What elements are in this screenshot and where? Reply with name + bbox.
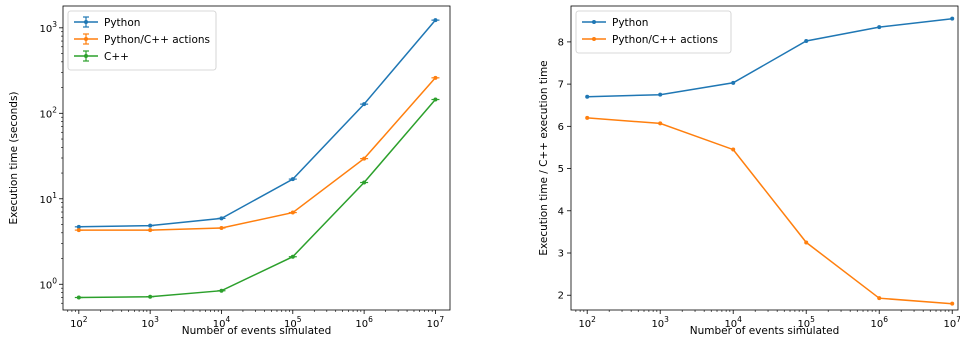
data-point: [433, 18, 438, 23]
y-tick-label: 3: [558, 249, 564, 260]
x-tick-label: 105: [797, 315, 815, 330]
x-tick-label: 102: [70, 315, 88, 330]
x-tick-label: 104: [213, 315, 231, 330]
legend-label: Python/C++ actions: [104, 34, 210, 46]
series-line: [587, 117, 953, 305]
legend-marker: [84, 54, 88, 58]
legend-box: [67, 10, 217, 71]
data-point: [433, 97, 438, 102]
x-tick-label: 105: [284, 315, 302, 330]
legend-label: Python: [612, 17, 648, 29]
legend-label: Python/C++ actions: [612, 34, 718, 46]
plot-frame: [62, 5, 451, 311]
x-tick-label: 103: [141, 315, 159, 330]
data-point: [290, 254, 295, 259]
y-tick-label: 103: [39, 20, 57, 35]
data-point: [362, 156, 367, 161]
data-point: [658, 121, 663, 126]
x-tick-label: 106: [355, 315, 373, 330]
x-tick-label: 106: [870, 315, 888, 330]
data-point: [219, 288, 224, 293]
series-line: [78, 77, 436, 231]
y-axis-label: Execution time / C++ execution time: [538, 60, 550, 255]
legend-label: C++: [104, 51, 129, 63]
data-point: [585, 94, 590, 99]
data-point: [804, 240, 809, 245]
chart-execution-time-ratio: 102 103 104 105 106 107 2 3 4 5 6 7 8 Number of event…: [538, 5, 960, 337]
data-point: [731, 80, 736, 85]
data-point: [76, 224, 81, 229]
series-line: [78, 99, 436, 299]
y-tick-label: 4: [558, 206, 564, 217]
x-tick-label: 102: [578, 315, 596, 330]
y-tick-label: 8: [558, 37, 564, 48]
data-point: [950, 16, 955, 21]
data-point: [804, 39, 809, 44]
data-point: [148, 223, 153, 228]
data-point: [148, 294, 153, 299]
data-point: [76, 228, 81, 233]
data-point: [658, 92, 663, 97]
legend-label: Python: [104, 17, 140, 29]
legend-marker: [592, 20, 596, 24]
legend-marker: [84, 20, 88, 24]
y-tick-label: 2: [558, 291, 564, 302]
legend-box: [575, 10, 732, 54]
y-tick-label: 101: [39, 191, 57, 206]
data-point: [731, 147, 736, 152]
data-point: [877, 296, 882, 301]
x-tick-label: 107: [943, 315, 960, 330]
data-point: [76, 295, 81, 300]
legend-marker: [84, 37, 88, 41]
data-point: [219, 216, 224, 221]
data-point: [148, 228, 153, 233]
legend-marker: [592, 37, 596, 41]
data-point: [877, 25, 882, 30]
series-line: [78, 19, 436, 228]
data-point: [362, 102, 367, 107]
y-tick-label: 6: [558, 122, 564, 133]
data-point: [950, 301, 955, 306]
x-axis-label: Number of events simulated: [182, 325, 332, 337]
chart-execution-time: 102 103 104 105 106 107 100 101 102 103 Number of …: [8, 5, 451, 337]
x-axis-label: Number of events simulated: [690, 325, 840, 337]
x-tick-label: 107: [427, 315, 445, 330]
x-tick-label: 103: [651, 315, 669, 330]
y-tick-label: 7: [558, 80, 564, 91]
data-point: [219, 226, 224, 231]
data-point: [290, 177, 295, 182]
y-tick-label: 102: [39, 105, 57, 120]
y-axis-label: Execution time (seconds): [8, 91, 20, 224]
plot-frame: [570, 5, 959, 311]
y-tick-label: 5: [558, 164, 564, 175]
y-tick-label: 100: [39, 276, 57, 291]
x-tick-label: 104: [724, 315, 742, 330]
data-point: [433, 75, 438, 80]
data-point: [362, 180, 367, 185]
series-line: [587, 17, 953, 98]
data-point: [585, 115, 590, 120]
data-point: [290, 210, 295, 215]
